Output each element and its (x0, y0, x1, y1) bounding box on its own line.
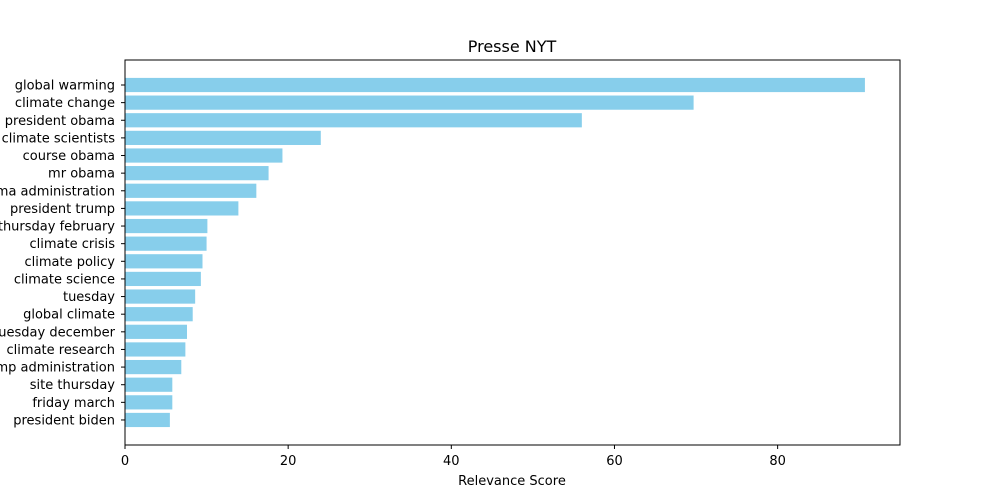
x-axis-label: Relevance Score (458, 474, 566, 489)
x-tick-label: 20 (280, 454, 297, 469)
y-tick-label: course obama (23, 149, 115, 164)
y-axis-ticks: global warming climate change president ob… (0, 79, 125, 428)
bar (125, 254, 203, 269)
y-tick-label: global climate (23, 308, 115, 323)
bar (125, 395, 173, 410)
y-tick-label: mr obama (48, 167, 115, 182)
y-tick-label: president trump (10, 202, 115, 217)
y-tick-label: thursday february (0, 220, 115, 235)
x-tick-label: 80 (769, 454, 786, 469)
bar (125, 289, 196, 304)
bar (125, 148, 283, 163)
chart-title: Presse NYT (468, 37, 557, 56)
x-tick-label: 0 (121, 454, 129, 469)
y-tick-label: president obama (5, 114, 115, 129)
plot-frame (124, 59, 901, 446)
bar (125, 324, 187, 339)
bar (125, 183, 257, 198)
y-tick-label: climate science (14, 272, 115, 287)
bar (125, 342, 186, 357)
bar (125, 113, 582, 128)
y-tick-label: climate crisis (30, 237, 116, 252)
bar (125, 377, 173, 392)
bar (125, 412, 170, 428)
bars-group (125, 77, 865, 428)
bar (125, 271, 201, 287)
bar (125, 218, 208, 234)
y-tick-label: site thursday (30, 378, 116, 393)
y-tick-label: tuesday (63, 290, 115, 305)
bar (125, 166, 269, 181)
y-tick-label: friday march (32, 396, 115, 411)
y-tick-label: climate policy (25, 255, 116, 270)
x-tick-label: 60 (606, 454, 623, 469)
y-tick-label: tuesday december (0, 325, 116, 340)
bar (125, 130, 321, 145)
bar (125, 201, 239, 216)
y-tick-label: climate research (7, 343, 115, 358)
x-axis-ticks: 0 20 40 60 80 (121, 445, 786, 469)
x-tick-label: 40 (443, 454, 460, 469)
y-tick-label: climate scientists (2, 131, 116, 146)
y-tick-label: obama administration (0, 184, 115, 199)
y-tick-label: trump administration (0, 361, 115, 376)
y-tick-label: global warming (15, 79, 115, 94)
bar (125, 307, 193, 322)
y-tick-label: climate change (15, 96, 115, 111)
bar (125, 95, 694, 110)
bar (125, 359, 182, 375)
bar (125, 77, 865, 93)
bar (125, 236, 207, 251)
y-tick-label: president biden (13, 413, 115, 428)
